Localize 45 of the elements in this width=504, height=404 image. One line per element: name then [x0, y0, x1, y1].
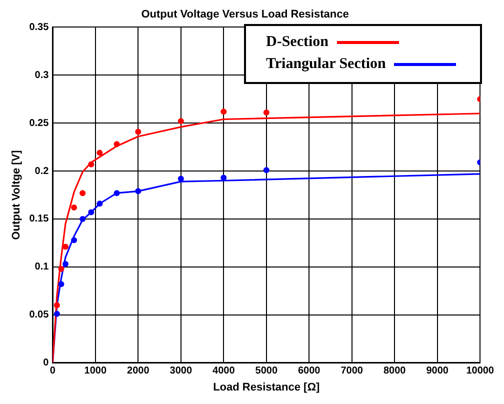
x-tick-label: 3000 — [170, 366, 192, 377]
point — [80, 216, 86, 222]
point — [96, 150, 103, 156]
point — [178, 176, 184, 182]
y-tick-label: 0.2 — [34, 166, 50, 177]
x-tick-label: 6000 — [298, 366, 321, 377]
point — [263, 110, 270, 116]
y-tick-label: 0 — [43, 358, 50, 369]
point — [71, 237, 78, 244]
x-tick-label: 9000 — [426, 366, 449, 377]
point — [135, 128, 142, 135]
y-tick-label: 0.15 — [29, 214, 50, 225]
point — [88, 209, 94, 216]
point — [54, 310, 60, 317]
point — [62, 261, 68, 268]
legend-label: D-Section — [266, 33, 328, 52]
x-tick-label: 10000 — [466, 366, 494, 377]
point — [58, 281, 64, 288]
point — [114, 141, 120, 148]
point — [58, 266, 64, 272]
point — [114, 190, 120, 196]
y-tick-label: 0.1 — [34, 262, 50, 273]
x-axis-title: Load Resistance [Ω] — [213, 381, 320, 394]
point — [80, 190, 86, 196]
chart-title: Output Voltage Versus Load Resistance — [141, 8, 349, 21]
point — [135, 188, 142, 194]
y-tick-label: 0.3 — [34, 70, 50, 81]
y-tick-label: 0.05 — [29, 310, 50, 321]
x-tick-label: 2000 — [127, 366, 150, 377]
x-tick-label: 4000 — [212, 366, 236, 377]
x-tick-label: 7000 — [340, 366, 364, 377]
y-tick-label: 0.25 — [29, 118, 50, 129]
x-tick-label: 1000 — [84, 366, 107, 377]
point — [96, 200, 103, 207]
point — [88, 161, 94, 168]
point — [263, 167, 270, 174]
point — [54, 302, 60, 308]
point — [220, 108, 227, 115]
x-tick-label: 5000 — [255, 366, 278, 377]
point — [178, 118, 184, 124]
point — [71, 204, 78, 210]
legend-label: Triangular Section — [266, 55, 386, 74]
x-tick-label: 8000 — [383, 366, 406, 377]
y-tick-label: 0.35 — [29, 22, 50, 33]
y-axis-title: Output Voltge [V] — [10, 150, 23, 240]
